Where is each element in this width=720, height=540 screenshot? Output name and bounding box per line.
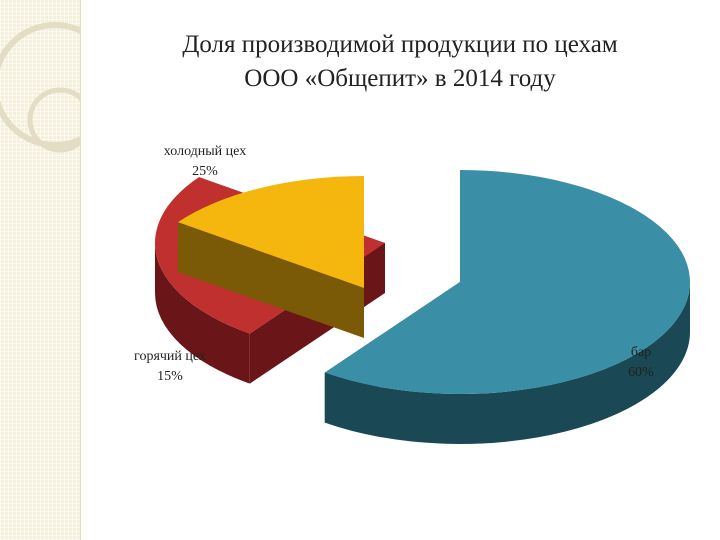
slice-label-value-0: 60% [628,365,654,380]
pie-slice-2 [177,176,364,338]
chart-title-line-1: Доля производимой продукции по цехам [182,31,618,58]
slice-label-value-2: 15% [157,369,183,384]
slice-label-value-1: 25% [192,164,218,179]
slice-label-category-1: холодный цех [164,144,246,159]
pie-slice-0 [324,170,690,444]
decorative-circles [0,22,80,153]
chart-title: Доля производимой продукции по цехам ООО… [130,28,670,96]
chart-title-line-2: ООО «Общепит» в 2014 году [244,65,556,92]
slice-label-category-0: бар [631,345,651,360]
slice-label-category-2: горячий цех [134,349,206,364]
